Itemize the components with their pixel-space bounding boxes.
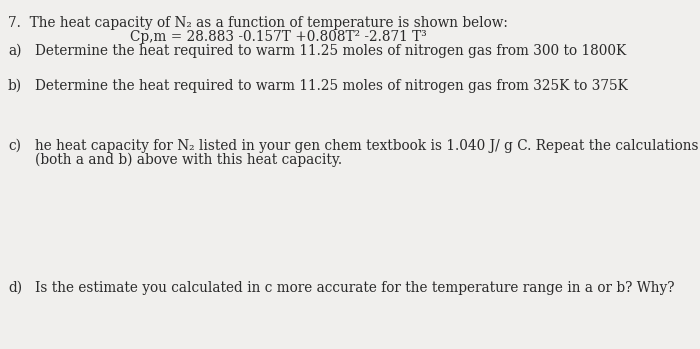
Text: 7.  The heat capacity of N₂ as a function of temperature is shown below:: 7. The heat capacity of N₂ as a function… <box>8 16 508 30</box>
Text: Is the estimate you calculated in c more accurate for the temperature range in a: Is the estimate you calculated in c more… <box>35 281 675 295</box>
Text: b): b) <box>8 79 22 93</box>
Text: c): c) <box>8 139 21 153</box>
Text: he heat capacity for N₂ listed in your gen chem textbook is 1.040 J/ g C. Repeat: he heat capacity for N₂ listed in your g… <box>35 139 699 153</box>
Text: d): d) <box>8 281 22 295</box>
Text: (both a and b) above with this heat capacity.: (both a and b) above with this heat capa… <box>35 153 342 168</box>
Text: Determine the heat required to warm 11.25 moles of nitrogen gas from 325K to 375: Determine the heat required to warm 11.2… <box>35 79 628 93</box>
Text: Determine the heat required to warm 11.25 moles of nitrogen gas from 300 to 1800: Determine the heat required to warm 11.2… <box>35 44 626 58</box>
Text: Cp,m = 28.883 -0.157T +0.808T² -2.871 T³: Cp,m = 28.883 -0.157T +0.808T² -2.871 T³ <box>130 30 427 44</box>
Text: a): a) <box>8 44 22 58</box>
